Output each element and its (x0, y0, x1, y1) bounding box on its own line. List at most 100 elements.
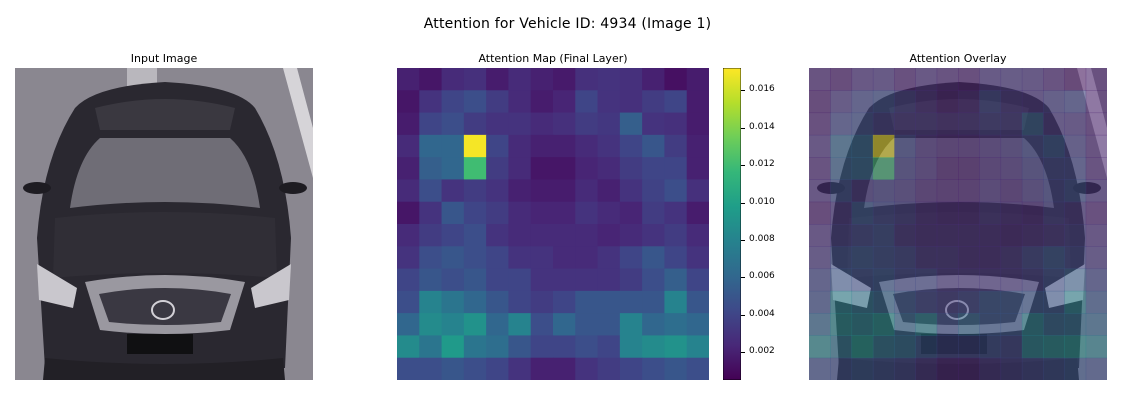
colorbar-ticks: 0.002 0.004 0.006 0.008 0.010 0.012 0.014 0.016 (741, 68, 801, 380)
heatmap-cell (642, 134, 665, 158)
overlay-cell (1000, 335, 1023, 359)
overlay-cell (809, 290, 831, 314)
heatmap-cell (664, 157, 688, 180)
heatmap-cell (686, 335, 709, 359)
overlay-cell (979, 290, 1002, 314)
overlay-cell (958, 335, 980, 359)
heatmap-cell (530, 268, 554, 292)
overlay-cell (979, 268, 1002, 292)
heatmap-cell (486, 157, 509, 180)
heatmap-cell (441, 268, 465, 292)
overlay-cell (958, 179, 980, 203)
overlay-cell (830, 90, 853, 114)
overlay-cell (851, 313, 874, 336)
colorbar-gradient (723, 68, 741, 380)
heatmap-cell (530, 179, 554, 203)
colorbar-tick-label: 0.012 (749, 159, 775, 170)
heatmap-cell (664, 246, 688, 270)
overlay-cell (1064, 201, 1087, 225)
overlay-cell (915, 90, 938, 114)
heatmap-cell (508, 335, 532, 359)
heatmap-cell (419, 90, 443, 114)
heatmap-cell (686, 90, 709, 114)
heatmap-cell (575, 157, 599, 180)
heatmap-cell (664, 201, 688, 225)
overlay-cell (979, 179, 1002, 203)
heatmap-cell (664, 90, 688, 114)
colorbar-tick-mark (741, 239, 745, 241)
heatmap-cell (397, 68, 420, 91)
overlay-cell (894, 268, 916, 292)
overlay-cell (936, 90, 959, 114)
heatmap-cell (664, 290, 688, 314)
overlay-cell (1064, 157, 1087, 180)
heatmap-cell (441, 357, 465, 380)
overlay-cell (1043, 246, 1065, 270)
heatmap-cell (419, 68, 443, 91)
heatmap-cell (463, 335, 487, 359)
overlay-cell (1085, 335, 1107, 359)
heatmap-cell (419, 224, 443, 247)
heatmap-cell (553, 90, 576, 114)
overlay-cell (1000, 224, 1023, 247)
colorbar-tick-mark (741, 202, 745, 204)
overlay-cell (1085, 112, 1107, 136)
overlay-cell (1043, 290, 1065, 314)
overlay-cell (1064, 313, 1087, 336)
heatmap-cell (486, 134, 509, 158)
heatmap-cell (642, 224, 665, 247)
heatmap-cell (686, 201, 709, 225)
heatmap-cell (508, 246, 532, 270)
heatmap-cell (664, 313, 688, 336)
heatmap-cell (419, 157, 443, 180)
overlay-cell (979, 134, 1002, 158)
heatmap-cell (575, 224, 599, 247)
heatmap-cell (664, 335, 688, 359)
heatmap-cell (508, 68, 532, 91)
overlay-cell (1085, 68, 1107, 91)
heatmap-cell (642, 357, 665, 380)
heatmap-cell (530, 224, 554, 247)
heatmap-cell (486, 112, 509, 136)
overlay-cell (1085, 224, 1107, 247)
overlay-cell (894, 90, 916, 114)
heatmap-cell (619, 68, 643, 91)
overlay-cell (851, 268, 874, 292)
overlay-cell (1000, 201, 1023, 225)
overlay-cell (1043, 335, 1065, 359)
heatmap-cell (463, 246, 487, 270)
overlay-cell (958, 112, 980, 136)
overlay-cell (872, 268, 895, 292)
overlay-cell (851, 201, 874, 225)
heatmap-cell (619, 357, 643, 380)
overlay-cell (958, 68, 980, 91)
overlay-cell (979, 357, 1002, 380)
overlay-cell (1085, 357, 1107, 380)
heatmap-cell (597, 112, 621, 136)
heatmap-cell (597, 157, 621, 180)
input-image-title: Input Image (130, 52, 198, 65)
overlay-cell (936, 290, 959, 314)
heatmap-cell (664, 357, 688, 380)
overlay-cell (936, 179, 959, 203)
heatmap-cell (441, 313, 465, 336)
overlay-cell (936, 313, 959, 336)
overlay-cell (872, 313, 895, 336)
heatmap-cell (463, 157, 487, 180)
overlay-cell (894, 290, 916, 314)
colorbar-tick-label: 0.004 (749, 308, 775, 319)
heatmap-cell (642, 268, 665, 292)
heatmap-cell (530, 290, 554, 314)
overlay-cell (830, 224, 853, 247)
heatmap-cell (553, 313, 576, 336)
heatmap-cell (463, 268, 487, 292)
overlay-cell (936, 335, 959, 359)
overlay-cell (894, 179, 916, 203)
heatmap-cell (553, 335, 576, 359)
overlay-cell (1000, 68, 1023, 91)
overlay-cell (979, 313, 1002, 336)
overlay-cell (915, 179, 938, 203)
overlay-cell (915, 134, 938, 158)
heatmap-cell (486, 268, 509, 292)
overlay-cell (830, 357, 853, 380)
